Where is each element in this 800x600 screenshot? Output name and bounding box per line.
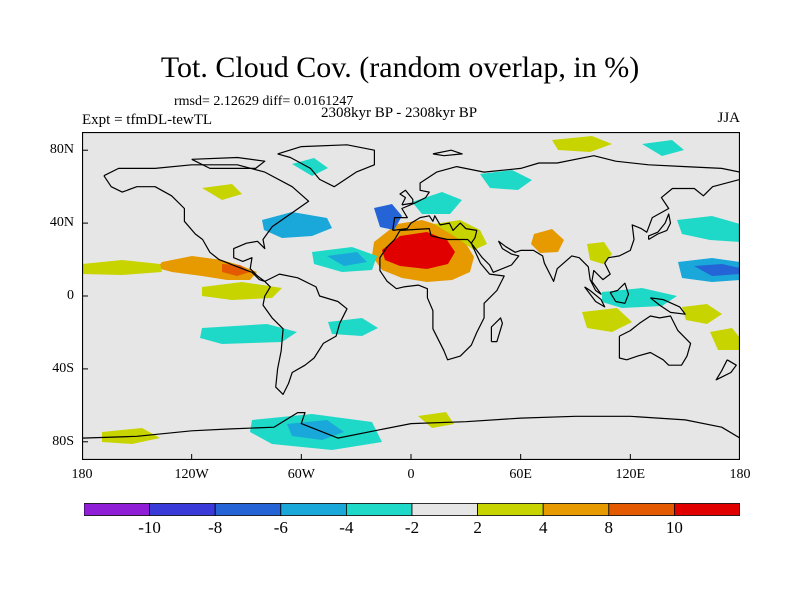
antarctica-coast <box>82 412 740 439</box>
north-america-coast <box>103 164 310 282</box>
svalbard-coast <box>432 149 463 157</box>
cloud-cover-difference-map <box>82 132 740 460</box>
colorbar-swatch <box>84 503 150 516</box>
anomaly-patch-europe <box>412 192 462 214</box>
colorbar-swatch <box>674 503 740 516</box>
anomaly-patch-west-pacific-dark <box>694 264 740 276</box>
anomaly-patch-arctic-yellow <box>552 136 612 152</box>
colorbar-swatch <box>608 503 675 516</box>
anomaly-patch-mediterranean <box>374 204 402 230</box>
colorbar-level-label: -6 <box>273 518 288 537</box>
anomaly-patch-east-pacific <box>82 260 162 275</box>
colorbar-level-label: 10 <box>665 518 683 537</box>
australia-coast <box>618 315 692 366</box>
anomaly-patch-nw-pacific <box>677 216 740 242</box>
colorbar-level-label: 8 <box>604 518 614 537</box>
greenland-coast <box>277 144 375 188</box>
anomaly-patch-south-pacific <box>682 304 722 324</box>
colorbar-level-label: -4 <box>339 518 354 537</box>
lon-tick-label: 120W <box>174 467 209 482</box>
colorbar-swatch <box>477 503 544 516</box>
anomaly-patch-pacific-south <box>202 282 282 300</box>
lon-tick-label: 60E <box>509 467 532 482</box>
anomaly-patch-siberia <box>480 170 532 190</box>
lat-tick-label: 80S <box>52 433 74 449</box>
experiment-label: Expt = tfmDL-tewTL <box>82 112 213 128</box>
japan-coast <box>647 213 672 241</box>
south-america-coast <box>262 273 348 395</box>
colorbar-swatch <box>214 503 282 516</box>
colorbar-swatch <box>411 503 478 516</box>
anomaly-patch-central-america-red <box>222 264 250 276</box>
anomaly-patch-arctic-teal <box>642 140 684 156</box>
anomaly-patch-australia-east <box>710 328 740 350</box>
tick-marks <box>82 149 740 460</box>
colorbar-level-label: -2 <box>404 518 420 537</box>
new-zealand-coast <box>715 359 737 381</box>
madagascar-coast <box>490 317 503 343</box>
anomaly-patch-atlantic-tropics-blue <box>327 252 367 266</box>
anomaly-patch-north-atlantic-blue <box>262 212 332 238</box>
anomaly-patch-canada <box>202 184 242 200</box>
anomaly-patch-arabia <box>531 229 564 253</box>
lon-tick-label: 0 <box>407 467 415 482</box>
anomaly-patch-indian-ocean <box>582 308 632 332</box>
lat-tick-label: 40S <box>52 360 74 376</box>
colorbar-level-label: -10 <box>138 518 161 537</box>
anomaly-patch-south-pacific-teal <box>200 324 297 344</box>
uk-coast <box>399 189 414 206</box>
colorbar-swatches <box>84 503 740 516</box>
africa-coast <box>379 227 505 361</box>
colorbar-level-label: 4 <box>538 518 548 537</box>
colorbar-swatch <box>149 503 216 516</box>
lat-tick-label: 40N <box>49 215 74 231</box>
lon-tick-label: 180 <box>729 467 751 482</box>
new-guinea-coast <box>650 297 686 315</box>
eurasia-coast <box>392 155 740 295</box>
anomaly-patch-india <box>587 242 612 264</box>
anomaly-patch-sahara-red <box>382 232 455 269</box>
anomaly-patch-weddell <box>418 412 454 428</box>
lat-tick-label: 0 <box>67 288 74 303</box>
arctic-islands-coast <box>191 156 266 170</box>
colorbar-swatch <box>345 503 413 516</box>
coastlines <box>82 144 740 439</box>
lon-tick-label: 120E <box>615 467 646 482</box>
colorbar-level-label: 2 <box>473 518 482 537</box>
colorbar <box>84 503 740 516</box>
colorbar-swatch <box>542 503 610 516</box>
time-period-label: 2308kyr BP - 2308kyr BP <box>321 105 478 121</box>
season-label: JJA <box>717 110 740 126</box>
borneo-coast <box>609 282 630 304</box>
anomaly-patch-sahara-yellow <box>434 220 487 250</box>
colorbar-level-label: -8 <box>208 518 223 537</box>
map-panel <box>82 132 740 460</box>
colorbar-swatch <box>280 503 347 516</box>
sumatra-coast <box>584 286 606 308</box>
plot-title: Tot. Cloud Cov. (random overlap, in %) <box>160 51 640 84</box>
lon-tick-label: 60W <box>287 467 315 482</box>
lat-tick-label: 80N <box>49 142 74 158</box>
statistics-line: rmsd= 2.12629 diff= 0.0161247 <box>174 94 354 109</box>
anomaly-patch-greenland <box>292 158 328 176</box>
lon-tick-label: 180 <box>71 467 93 482</box>
